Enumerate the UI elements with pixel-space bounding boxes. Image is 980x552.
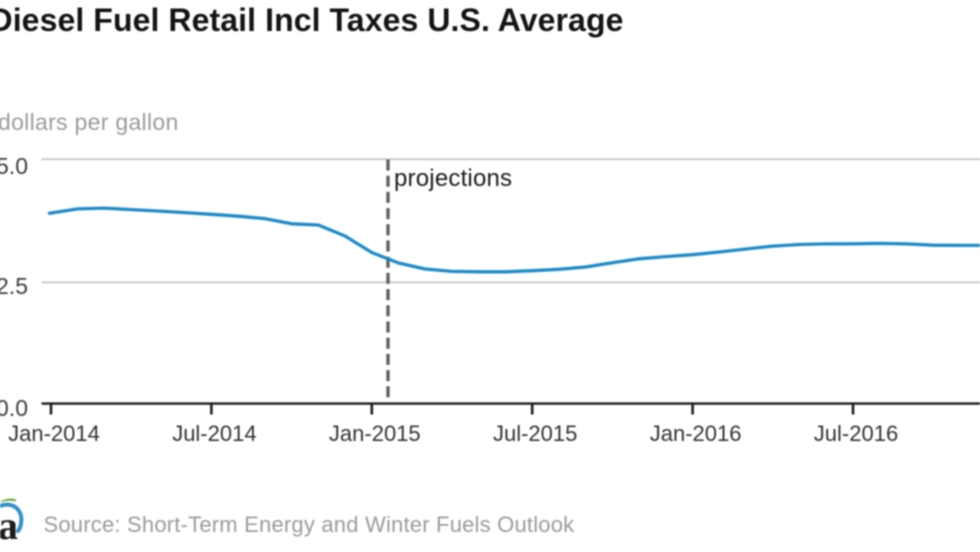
svg-text:a: a (0, 503, 18, 548)
